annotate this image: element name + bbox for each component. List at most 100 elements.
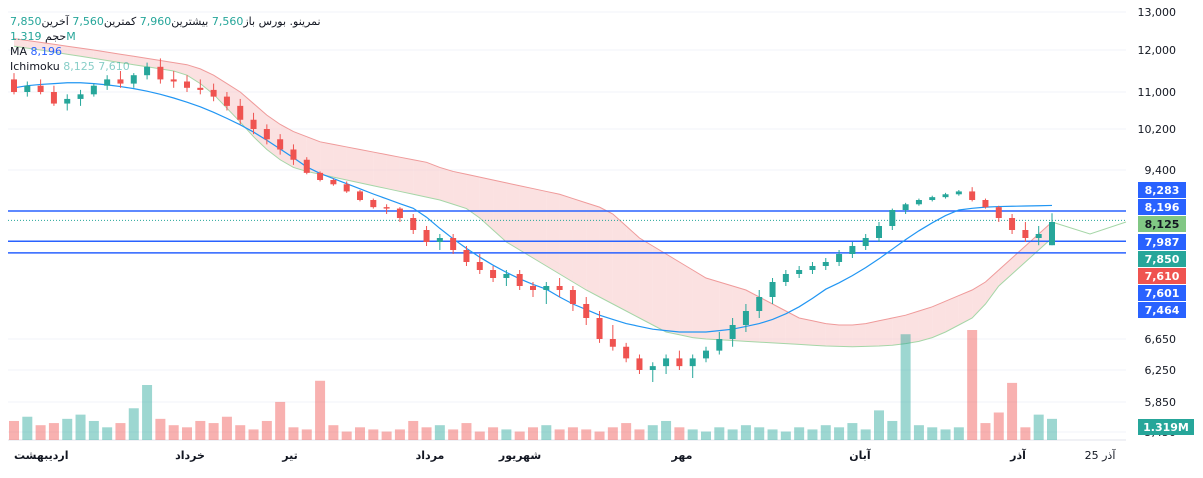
volume-bar — [488, 427, 499, 440]
cloud-segment — [1038, 222, 1052, 250]
x-tick-label: 25 آذر — [1085, 448, 1117, 462]
candle-body — [410, 218, 417, 230]
candle-body — [37, 85, 44, 92]
cloud-future — [1051, 221, 1127, 235]
price-badge — [1138, 234, 1186, 250]
cloud-segment — [706, 278, 720, 340]
candle-body — [1049, 222, 1055, 246]
volume-bar — [701, 431, 711, 440]
price-badge-label: 8,125 — [1145, 218, 1180, 231]
symbol-name[interactable]: نمرینو. بورس — [258, 15, 321, 28]
ichimoku-row[interactable]: Ichimoku 8,125 7,610 — [10, 59, 321, 74]
volume-bar — [75, 414, 86, 440]
candle-body — [995, 207, 1002, 218]
time-axis[interactable]: اردیبهشت خرداد تیر مرداد شهریور مهر آبان آذر 25 … — [14, 448, 1116, 462]
cloud-segment — [572, 198, 587, 290]
y-tick-label: 5,850 — [1145, 396, 1177, 409]
candle-body — [144, 66, 151, 76]
volume-bar — [102, 427, 113, 440]
candle-body — [782, 274, 789, 282]
candle-body — [490, 270, 497, 278]
volume-bar — [35, 425, 46, 440]
cloud-segment — [226, 83, 241, 123]
volume-bar — [621, 423, 632, 440]
candle-body — [516, 274, 523, 286]
volume-bar — [740, 425, 751, 440]
cloud-segment — [666, 254, 680, 335]
cloud-segment — [972, 282, 986, 318]
support-resistance-levels[interactable] — [8, 210, 1126, 254]
y-tick-label: 11,000 — [1138, 86, 1177, 99]
cloud-segment — [586, 202, 600, 297]
candle-body — [383, 207, 390, 209]
cloud-segment — [759, 297, 773, 343]
volume-bar — [88, 420, 99, 440]
candle-body — [117, 79, 124, 84]
candle-body — [862, 238, 869, 246]
volume-bar — [780, 431, 791, 440]
volume-bar — [381, 431, 392, 440]
volume-bar — [754, 427, 765, 440]
y-tick-label: 6,250 — [1145, 364, 1177, 377]
candle-body — [583, 304, 590, 318]
volume-bar — [927, 427, 938, 440]
candle-body — [90, 85, 97, 95]
cloud-segment — [133, 56, 148, 67]
price-badge — [1138, 302, 1186, 318]
candle-body — [130, 75, 137, 84]
ichimoku-cloud — [13, 38, 1127, 348]
volume-bar — [221, 416, 232, 440]
volume-bar — [967, 330, 978, 440]
cloud-segment — [679, 262, 693, 338]
price-badge — [1138, 216, 1186, 232]
volume-row[interactable]: حجم 1.319M — [10, 29, 321, 44]
cloud-segment — [865, 320, 879, 347]
cloud-segment — [932, 301, 946, 338]
volume-bar — [461, 423, 472, 440]
candle-body — [197, 87, 204, 90]
y-tick-label: 6,650 — [1145, 333, 1177, 346]
volume-bar — [767, 429, 778, 440]
close-label: آخرین — [41, 15, 69, 28]
x-tick-label: آذر — [1009, 448, 1026, 462]
candle-body — [77, 94, 84, 99]
chart-grid — [8, 11, 1126, 441]
price-badge — [1138, 268, 1186, 284]
volume-bar — [807, 429, 818, 440]
candle-body — [663, 358, 670, 367]
x-tick-label: اردیبهشت — [14, 449, 68, 462]
cloud-segment — [506, 182, 520, 250]
volume-bar — [155, 418, 166, 440]
candle-body — [436, 238, 443, 242]
volume-bar — [235, 425, 246, 440]
candle-body — [11, 79, 17, 92]
candle-body — [24, 85, 31, 92]
candle-body — [184, 81, 190, 88]
low-label: کمترین — [103, 15, 137, 28]
volume-bar — [421, 427, 432, 440]
price-badge-label: 7,464 — [1145, 304, 1180, 317]
x-tick-label: شهریور — [498, 449, 541, 462]
candle-body — [809, 266, 816, 270]
candlesticks — [11, 58, 1055, 382]
volume-bar — [182, 427, 192, 440]
volume-value: 1.319M — [10, 30, 76, 43]
volume-badge-label: 1.319M — [1143, 421, 1189, 434]
candle-body — [822, 262, 829, 266]
cloud-segment — [200, 68, 214, 95]
candle-body — [370, 200, 377, 208]
candle-body — [1035, 234, 1042, 238]
volume-bar — [368, 429, 379, 440]
ma-row[interactable]: MA 8,196 — [10, 44, 321, 59]
cloud-segment — [360, 149, 374, 186]
volume-bar — [913, 425, 924, 440]
cloud-segment — [306, 136, 321, 175]
cloud-segment — [386, 154, 400, 192]
candle-body — [703, 350, 709, 359]
volume-bar — [115, 423, 126, 440]
volume-bar — [9, 420, 19, 440]
candle-body — [942, 194, 949, 198]
candle-body — [716, 339, 723, 351]
volume-bar — [408, 420, 419, 440]
